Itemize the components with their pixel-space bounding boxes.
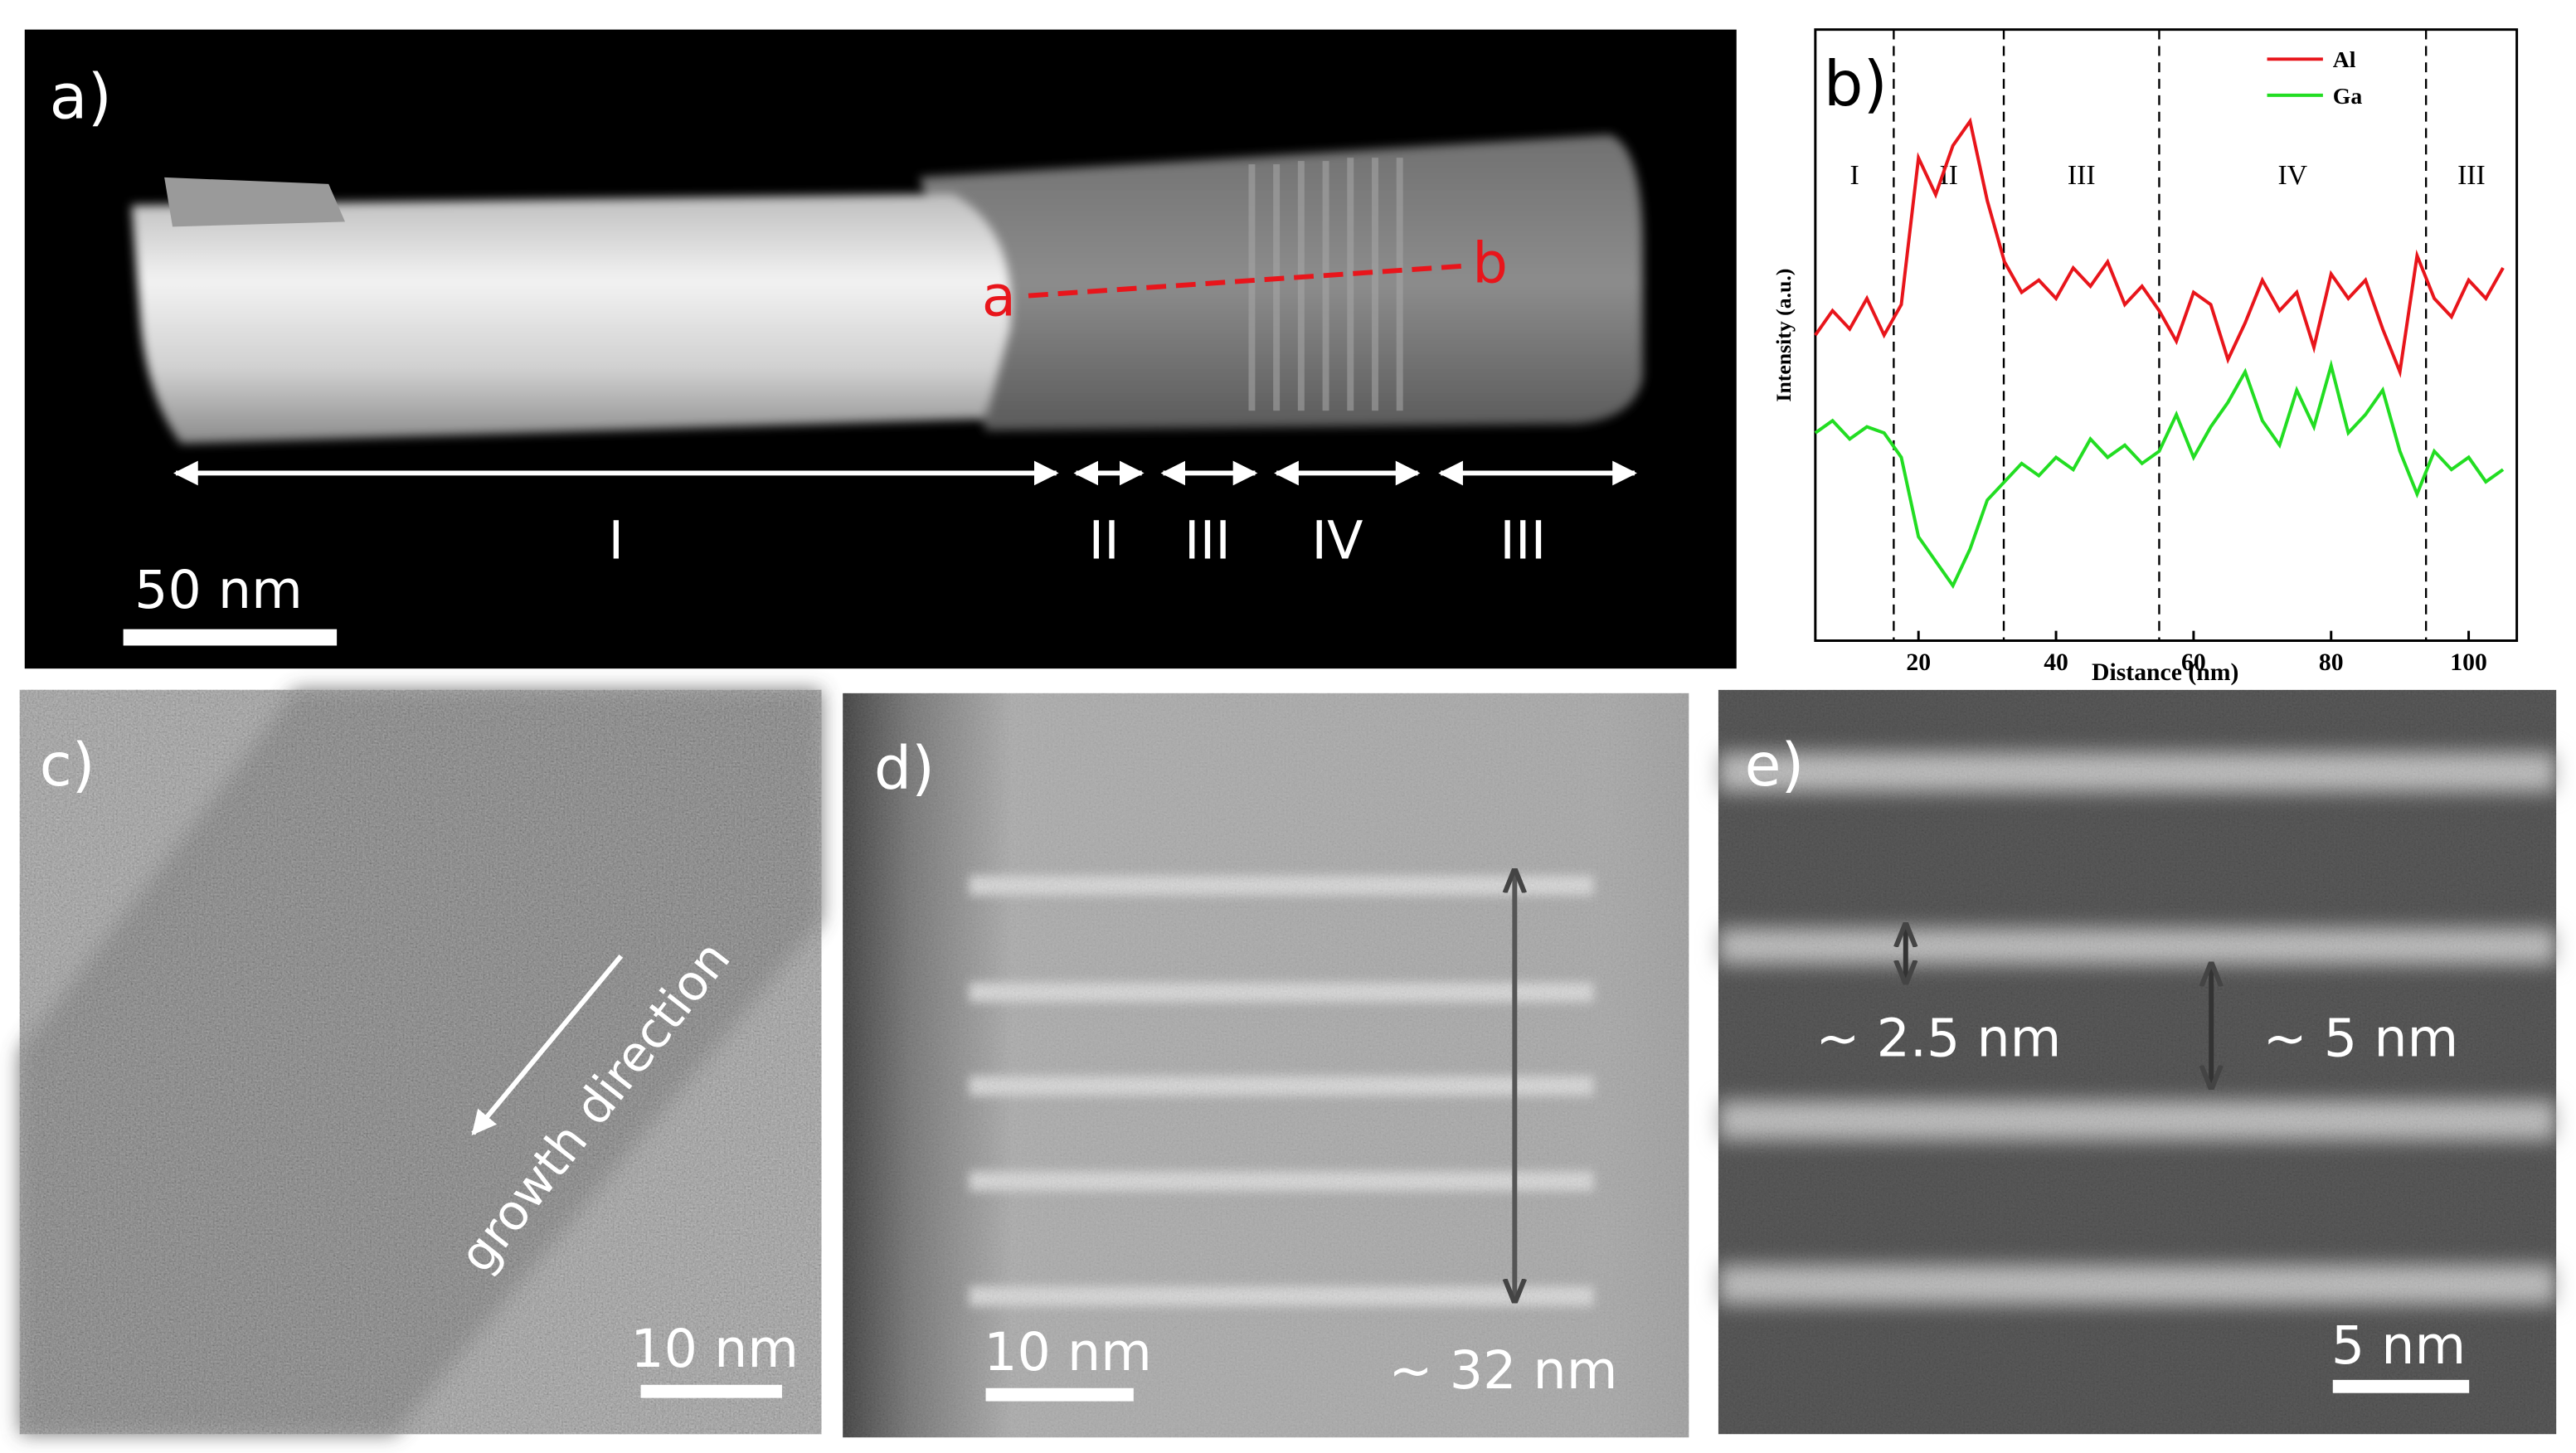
region-label: III	[2457, 160, 2486, 191]
scale-bar-label: 50 nm	[134, 559, 303, 620]
region-label: III	[2068, 160, 2096, 191]
x-tick-label: 60	[2181, 649, 2206, 676]
texture	[19, 689, 822, 1435]
wire-stripes	[1248, 158, 1403, 411]
region-label: I	[1849, 160, 1859, 191]
scale-bar	[123, 629, 338, 646]
panel-label: b)	[1824, 47, 1888, 120]
panel-label: c)	[40, 731, 95, 799]
scale-bar-label: 10 nm	[630, 1318, 799, 1379]
profile-line	[1028, 263, 1463, 299]
x-tick-label: 100	[2450, 649, 2487, 676]
legend-label: Ga	[2333, 83, 2363, 109]
panel-e: e) ~ 2.5 nm ~ 5 nm 5 nm	[1718, 689, 2557, 1435]
scale-bar	[640, 1384, 782, 1398]
series-line	[1814, 359, 2505, 590]
panel-label: a)	[49, 61, 111, 134]
scale-bar	[2332, 1379, 2470, 1393]
panel-a: a) a b I II III IV III 50 nm	[24, 29, 1737, 669]
plot-frame	[1814, 28, 2519, 642]
annotation: ~ 2.5 nm	[1815, 1008, 2061, 1069]
panel-label: e)	[1745, 731, 1805, 799]
texture	[843, 692, 1689, 1438]
region-label: IV	[1311, 509, 1363, 571]
x-axis-title: Distance (nm)	[2092, 659, 2238, 686]
arrow	[471, 954, 624, 1136]
texture	[1718, 689, 2557, 1435]
legend-label: Al	[2333, 46, 2356, 72]
x-tick-label: 40	[2044, 649, 2068, 676]
scale-bar-label: 5 nm	[2331, 1315, 2466, 1376]
panel-c: c) growth direction 10 nm	[19, 689, 822, 1435]
wire-core	[131, 193, 1012, 444]
x-tick-label: 80	[2319, 649, 2344, 676]
scale-bar	[985, 1387, 1134, 1402]
region-label: I	[609, 509, 625, 571]
region-label: II	[1088, 509, 1119, 571]
series-line	[1814, 117, 2505, 378]
panel-label: d)	[874, 734, 935, 803]
panel-b: b) Distance (nm) Intensity (a.u.) 20 40 60…	[1772, 28, 2519, 686]
annotation: ~ 5 nm	[2263, 1008, 2459, 1069]
scale-bar-label: 10 nm	[984, 1321, 1152, 1383]
wire-shell	[920, 134, 1643, 430]
region-label: III	[1184, 509, 1231, 571]
point-label: b	[1472, 231, 1508, 296]
panel-d: d) ~ 32 nm 10 nm	[843, 692, 1689, 1438]
wire-facet	[164, 177, 346, 227]
x-tick-label: 20	[1906, 649, 1931, 676]
region-label: IV	[2278, 160, 2308, 191]
region-label: III	[1499, 509, 1546, 571]
annotation: ~ 32 nm	[1389, 1339, 1618, 1401]
y-axis-title: Intensity (a.u.)	[1772, 269, 1796, 402]
point-label: a	[982, 263, 1016, 328]
